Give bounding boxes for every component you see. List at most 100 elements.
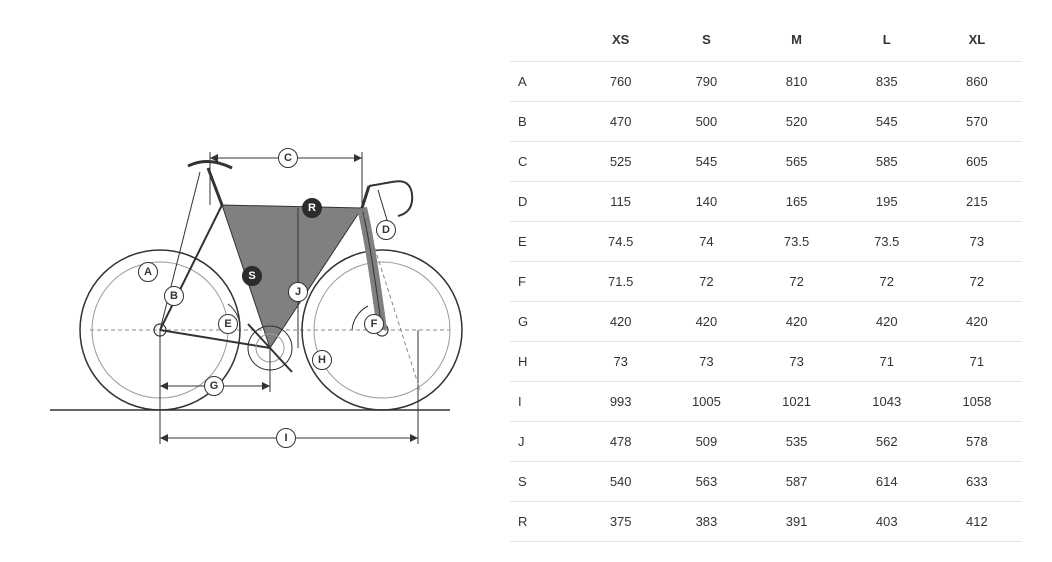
cell: 545: [661, 142, 751, 182]
col-header: L: [842, 20, 932, 62]
row-label: G: [510, 302, 580, 342]
geom-label-R: R: [302, 198, 322, 218]
row-label: R: [510, 502, 580, 542]
geometry-layout: A B C D E F G H I J R S XS S M L XL: [30, 20, 1022, 542]
table-row: C525545565585605: [510, 142, 1022, 182]
cell: 520: [752, 102, 842, 142]
geom-label-H: H: [312, 350, 332, 370]
cell: 614: [842, 462, 932, 502]
geom-label-B: B: [164, 286, 184, 306]
cell: 74: [661, 222, 751, 262]
cell: 1058: [932, 382, 1022, 422]
table-row: G420420420420420: [510, 302, 1022, 342]
row-label: A: [510, 62, 580, 102]
cell: 760: [580, 62, 661, 102]
row-label: B: [510, 102, 580, 142]
cell: 500: [661, 102, 751, 142]
geom-label-D: D: [376, 220, 396, 240]
table-row: J478509535562578: [510, 422, 1022, 462]
cell: 72: [661, 262, 751, 302]
geom-label-G: G: [204, 376, 224, 396]
geometry-table: XS S M L XL A760790810835860B47050052054…: [510, 20, 1022, 542]
col-header: XL: [932, 20, 1022, 62]
cell: 470: [580, 102, 661, 142]
cell: 412: [932, 502, 1022, 542]
cell: 563: [661, 462, 751, 502]
cell: 562: [842, 422, 932, 462]
table-corner: [510, 20, 580, 62]
table-column: XS S M L XL A760790810835860B47050052054…: [510, 20, 1022, 542]
geom-label-S: S: [242, 266, 262, 286]
geom-label-A: A: [138, 262, 158, 282]
cell: 1043: [842, 382, 932, 422]
row-label: I: [510, 382, 580, 422]
cell: 810: [752, 62, 842, 102]
table-row: I9931005102110431058: [510, 382, 1022, 422]
cell: 420: [842, 302, 932, 342]
cell: 1005: [661, 382, 751, 422]
cell: 565: [752, 142, 842, 182]
cell: 420: [661, 302, 751, 342]
table-row: S540563587614633: [510, 462, 1022, 502]
geom-label-I: I: [276, 428, 296, 448]
cell: 215: [932, 182, 1022, 222]
cell: 525: [580, 142, 661, 182]
table-row: A760790810835860: [510, 62, 1022, 102]
cell: 835: [842, 62, 932, 102]
table-row: D115140165195215: [510, 182, 1022, 222]
diagram-column: A B C D E F G H I J R S: [30, 20, 470, 450]
cell: 790: [661, 62, 751, 102]
cell: 72: [842, 262, 932, 302]
geom-label-C: C: [278, 148, 298, 168]
cell: 420: [752, 302, 842, 342]
table-header-row: XS S M L XL: [510, 20, 1022, 62]
row-label: J: [510, 422, 580, 462]
cell: 585: [842, 142, 932, 182]
cell: 1021: [752, 382, 842, 422]
cell: 73.5: [752, 222, 842, 262]
table-row: F71.572727272: [510, 262, 1022, 302]
cell: 540: [580, 462, 661, 502]
cell: 403: [842, 502, 932, 542]
cell: 74.5: [580, 222, 661, 262]
table-row: R375383391403412: [510, 502, 1022, 542]
cell: 73.5: [842, 222, 932, 262]
cell: 633: [932, 462, 1022, 502]
cell: 383: [661, 502, 751, 542]
cell: 391: [752, 502, 842, 542]
cell: 570: [932, 102, 1022, 142]
row-label: F: [510, 262, 580, 302]
row-label: S: [510, 462, 580, 502]
cell: 605: [932, 142, 1022, 182]
cell: 140: [661, 182, 751, 222]
cell: 860: [932, 62, 1022, 102]
cell: 71.5: [580, 262, 661, 302]
col-header: XS: [580, 20, 661, 62]
cell: 993: [580, 382, 661, 422]
cell: 71: [932, 342, 1022, 382]
row-label: D: [510, 182, 580, 222]
cell: 535: [752, 422, 842, 462]
cell: 73: [661, 342, 751, 382]
cell: 420: [580, 302, 661, 342]
cell: 72: [752, 262, 842, 302]
cell: 73: [752, 342, 842, 382]
cell: 587: [752, 462, 842, 502]
cell: 195: [842, 182, 932, 222]
cell: 72: [932, 262, 1022, 302]
cell: 375: [580, 502, 661, 542]
table-body: A760790810835860B470500520545570C5255455…: [510, 62, 1022, 542]
geom-label-J: J: [288, 282, 308, 302]
cell: 73: [932, 222, 1022, 262]
geom-label-F: F: [364, 314, 384, 334]
row-label: C: [510, 142, 580, 182]
col-header: S: [661, 20, 751, 62]
cell: 115: [580, 182, 661, 222]
cell: 165: [752, 182, 842, 222]
cell: 420: [932, 302, 1022, 342]
table-row: H7373737171: [510, 342, 1022, 382]
geom-label-E: E: [218, 314, 238, 334]
cell: 578: [932, 422, 1022, 462]
row-label: H: [510, 342, 580, 382]
table-row: B470500520545570: [510, 102, 1022, 142]
